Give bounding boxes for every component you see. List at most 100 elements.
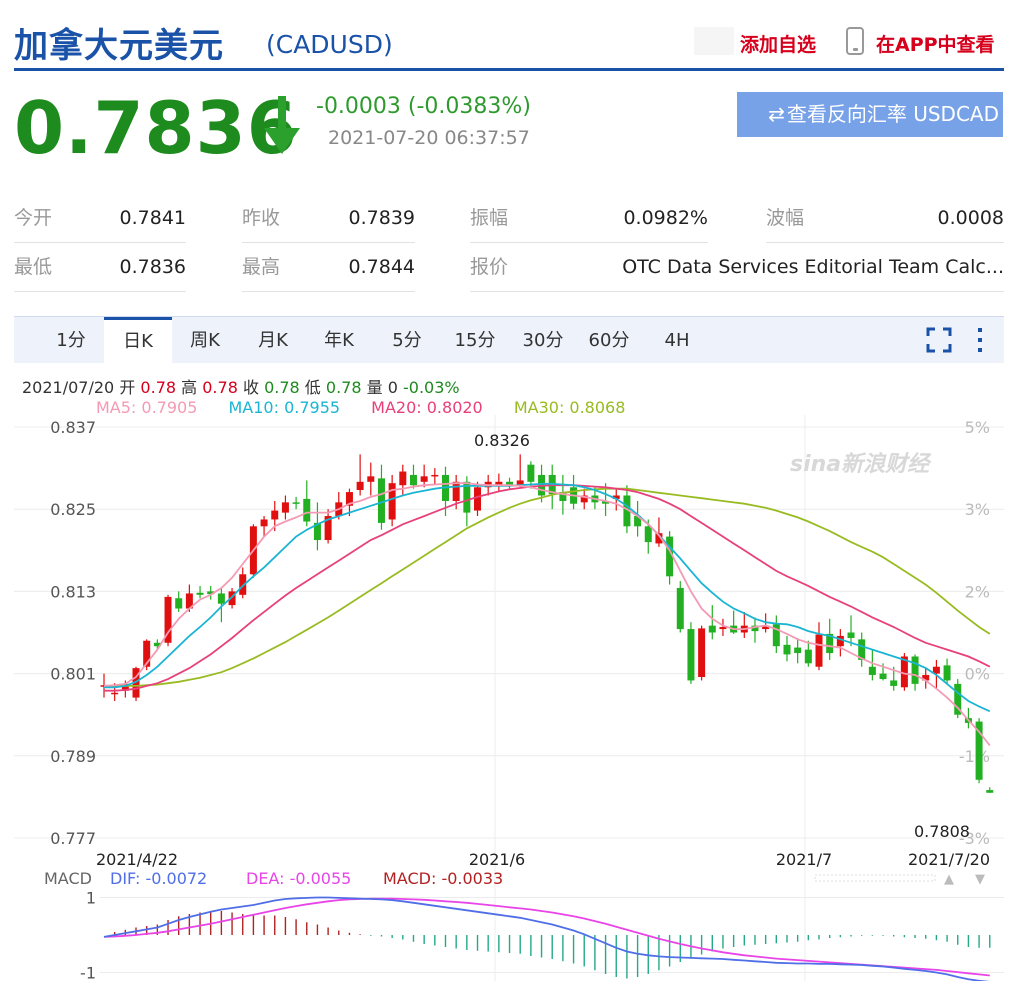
down-arrow-icon — [262, 96, 302, 160]
stat-high: 最高 0.7844 — [242, 243, 415, 292]
stat-label: 报价 — [470, 256, 509, 278]
ma5-legend: MA5: 0.7905 — [96, 398, 198, 417]
candle-body — [452, 481, 460, 501]
candle-body — [367, 476, 375, 482]
ohlc-date: 2021/07/20 — [22, 378, 115, 397]
candle-body — [826, 633, 834, 654]
candle-body — [271, 510, 279, 520]
tab-15min[interactable]: 15分 — [454, 330, 496, 351]
candle-body — [324, 516, 332, 541]
kline-chart[interactable]: 0.837 5% 0.825 3% 0.813 2% 0.801 0% 0.789 -1% 0.77… — [0, 415, 1025, 981]
tab-1min[interactable]: 1分 — [56, 330, 86, 351]
y-pct-tick-label: 5% — [965, 418, 990, 437]
candle-body — [143, 640, 151, 667]
scroll-up-icon: ▲ — [944, 872, 954, 887]
stat-value: 0.7839 — [348, 207, 415, 229]
ohlc-high-label: 高 — [181, 378, 198, 397]
reverse-rate-label: 查看反向汇率 USDCAD — [786, 102, 999, 126]
candle-body — [890, 680, 898, 686]
candle-body — [409, 474, 417, 486]
y-pct-tick-label: -1% — [959, 747, 990, 766]
y-tick-label: 0.837 — [50, 418, 96, 437]
favorite-icon[interactable] — [694, 27, 734, 55]
macd-y-tick: -1 — [80, 964, 96, 981]
ohlc-low: 0.78 — [325, 378, 362, 397]
candle-body — [580, 495, 588, 503]
stats-panel: 今开 0.7841 昨收 0.7839 振幅 0.0982% 波幅 0.0008… — [14, 194, 1004, 294]
stat-label: 昨收 — [242, 207, 281, 229]
y-tick-label: 0.777 — [50, 829, 96, 848]
stat-label: 今开 — [14, 207, 53, 229]
ohlc-open: 0.78 — [140, 378, 177, 397]
candle-body — [676, 587, 684, 630]
candle-body — [868, 666, 876, 675]
dea-legend: DEA: -0.0055 — [246, 869, 351, 888]
macd-y-tick: 1 — [86, 889, 96, 908]
tab-60min[interactable]: 60分 — [588, 330, 630, 351]
candle-body — [345, 492, 353, 506]
x-tick-label: 2021/7 — [776, 850, 832, 869]
y-pct-tick-label: 2% — [965, 582, 990, 601]
reverse-rate-button[interactable]: ⇄ 查看反向汇率 USDCAD — [737, 92, 1003, 137]
y-tick-label: 0.801 — [50, 665, 96, 684]
stat-open: 今开 0.7841 — [14, 194, 186, 243]
candle-body — [217, 593, 225, 604]
stat-label: 振幅 — [470, 207, 509, 229]
pair-code: (CADUSD) — [266, 30, 393, 59]
candle-body — [986, 790, 994, 793]
candle-body — [153, 642, 161, 647]
ma-legend: MA5: 0.7905 MA10: 0.7955 MA20: 0.8020 MA… — [96, 398, 625, 417]
ohlc-close-label: 收 — [242, 378, 259, 397]
stat-label: 最高 — [242, 256, 281, 278]
ohlc-info: 2021/07/20 开 0.78 高 0.78 收 0.78 低 0.78 量… — [22, 374, 460, 398]
tab-30min[interactable]: 30分 — [522, 330, 564, 351]
y-tick-label: 0.789 — [50, 747, 96, 766]
tab-weekly[interactable]: 周K — [190, 330, 220, 351]
candle-body — [655, 533, 663, 544]
max-price-label: 0.8326 — [474, 431, 530, 450]
add-favorite-button[interactable]: 添加自选 — [740, 34, 817, 56]
candle-body — [474, 487, 482, 511]
view-in-app-link[interactable]: 在APP中查看 — [876, 34, 995, 56]
y-pct-tick-label: 3% — [965, 500, 990, 519]
stat-source: 报价 OTC Data Services Editorial Team Calc… — [470, 243, 1004, 292]
candle-body — [762, 625, 770, 630]
stat-value: 0.0982% — [623, 207, 708, 229]
candle-body — [602, 500, 610, 504]
candle-body — [196, 592, 204, 595]
phone-icon — [846, 27, 864, 55]
range-slider — [814, 874, 936, 882]
stat-prev-close: 昨收 0.7839 — [242, 194, 415, 243]
candle-body — [516, 480, 524, 486]
ohlc-pct: -0.03% — [403, 378, 460, 397]
ohlc-vol-label: 量 — [366, 378, 383, 397]
tab-5min[interactable]: 5分 — [392, 330, 422, 351]
candle-body — [836, 635, 844, 647]
tab-4h[interactable]: 4H — [664, 330, 690, 351]
y-pct-tick-label: -3% — [959, 829, 990, 848]
x-tick-label: 2021/4/22 — [96, 850, 178, 869]
candle-body — [207, 591, 215, 595]
stat-low: 最低 0.7836 — [14, 243, 186, 292]
candle-body — [495, 481, 503, 486]
candle-body — [623, 495, 631, 527]
candle-body — [954, 683, 962, 715]
y-tick-label: 0.825 — [50, 500, 96, 519]
candle-body — [228, 591, 236, 606]
candle-body — [666, 536, 674, 577]
y-tick-label: 0.813 — [50, 582, 96, 601]
more-options-icon[interactable] — [976, 326, 984, 358]
candle-body — [185, 593, 193, 609]
fullscreen-icon[interactable] — [926, 327, 952, 357]
candle-body — [463, 481, 471, 513]
tab-yearly[interactable]: 年K — [324, 330, 354, 351]
x-tick-label: 2021/7/20 — [908, 850, 990, 869]
candle-body — [292, 502, 300, 504]
tab-daily[interactable]: 日K — [104, 317, 172, 363]
dif-legend: DIF: -0.0072 — [110, 869, 207, 888]
candle-body — [932, 666, 940, 674]
candle-body — [815, 634, 823, 667]
candle-body — [559, 492, 567, 501]
candle-body — [975, 721, 983, 780]
tab-monthly[interactable]: 月K — [258, 330, 288, 351]
